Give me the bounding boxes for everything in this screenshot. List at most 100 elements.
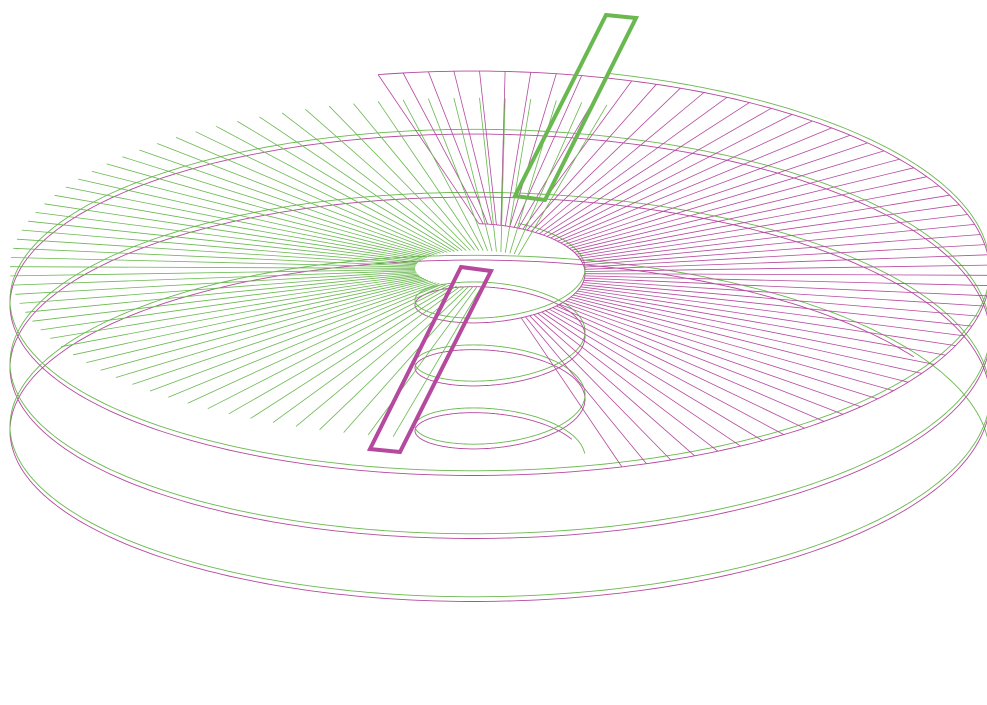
green-ruling	[377, 101, 480, 251]
magenta-ruling	[577, 290, 946, 356]
green-ruling	[428, 98, 488, 252]
magenta-ruling	[560, 134, 851, 244]
magenta-ruling	[535, 92, 705, 233]
magenta-ruling	[453, 71, 493, 225]
magenta-ruling	[537, 312, 719, 452]
magenta-ruling	[582, 282, 979, 317]
magenta-ruling	[565, 300, 878, 400]
green-ruling	[25, 273, 418, 313]
green-ruling	[122, 156, 435, 256]
magenta-ruling	[571, 167, 914, 251]
green-ruling	[228, 285, 454, 415]
magenta-ruling	[578, 288, 956, 346]
green-ruling	[40, 275, 421, 331]
green-ruling	[9, 266, 416, 269]
magenta-ruling	[552, 307, 805, 429]
green-rectangle	[511, 12, 640, 203]
green-ruling	[86, 279, 429, 363]
magenta-ruling	[500, 71, 506, 226]
magenta-ruling	[577, 194, 950, 257]
green-ruling	[32, 274, 419, 322]
green-ruling	[305, 108, 467, 251]
green-ruling	[187, 284, 446, 404]
green-rulings	[9, 97, 608, 437]
green-outer-helix	[9, 72, 987, 598]
green-ruling	[50, 276, 423, 339]
green-ruling	[13, 247, 416, 267]
magenta-ruling	[569, 158, 900, 249]
green-ruling	[175, 137, 444, 254]
magenta-ruling	[583, 234, 981, 266]
green-ruling	[106, 163, 432, 257]
magenta-ruling	[531, 87, 681, 232]
green-ruling	[479, 97, 497, 252]
magenta-ruling	[545, 310, 763, 441]
green-ruling	[10, 269, 416, 277]
green-ruling	[44, 203, 422, 261]
green-ruling	[259, 116, 459, 252]
green-ruling	[78, 178, 427, 258]
magenta-ruling	[479, 71, 497, 225]
helix-curves	[9, 70, 987, 602]
magenta-ruling	[570, 296, 909, 383]
green-ruling	[453, 97, 493, 252]
magenta-ruling	[529, 315, 672, 461]
magenta-ruling	[584, 264, 987, 272]
magenta-ruling	[584, 273, 987, 276]
magenta-ruling	[574, 176, 927, 253]
green-ruling	[15, 271, 416, 295]
magenta-ruling	[526, 84, 657, 231]
green-ruling	[149, 283, 440, 392]
green-ruling	[61, 277, 424, 348]
magenta-ruling	[566, 150, 885, 247]
green-ruling	[500, 98, 506, 253]
green-ruling	[19, 272, 417, 304]
magenta-ruling	[582, 224, 975, 264]
green-ruling	[195, 131, 448, 253]
green-ruling	[281, 112, 463, 252]
green-ruling	[16, 238, 417, 266]
green-ruling	[328, 105, 471, 251]
magenta-outer-helix	[9, 70, 987, 602]
green-ruling	[216, 125, 451, 253]
magenta-ruling	[584, 254, 987, 270]
green-ruling	[250, 285, 457, 419]
green-ruling	[402, 99, 484, 251]
green-ruling	[28, 220, 419, 263]
magenta-ruling	[581, 214, 968, 261]
magenta-ruling	[550, 114, 793, 239]
magenta-ruling	[549, 308, 784, 435]
magenta-ruling	[377, 74, 480, 224]
magenta-ruling	[559, 303, 843, 415]
green-ruling	[518, 104, 608, 256]
magenta-ruling	[546, 107, 772, 237]
magenta-ruling	[563, 142, 868, 246]
green-ruling	[207, 284, 450, 410]
magenta-ruling	[533, 314, 695, 457]
green-ruling	[54, 194, 423, 260]
magenta-ruling	[584, 277, 987, 297]
magenta-ruling	[583, 279, 984, 307]
magenta-ruling	[575, 292, 935, 365]
green-ruling	[513, 102, 583, 255]
magenta-ruling	[573, 294, 922, 374]
green-ruling	[12, 270, 416, 286]
magenta-rectangle	[366, 264, 495, 455]
green-ruling	[35, 212, 420, 262]
magenta-ruling	[543, 102, 750, 236]
magenta-ruling	[568, 298, 894, 392]
magenta-ruling	[584, 275, 987, 286]
green-ruling	[21, 229, 418, 265]
magenta-ruling	[580, 286, 965, 337]
magenta-ruling	[579, 204, 960, 259]
magenta-ruling	[520, 317, 623, 468]
magenta-ruling	[539, 96, 728, 235]
green-ruling	[272, 285, 461, 423]
magenta-ruling	[525, 316, 647, 464]
magenta-ruling	[576, 185, 939, 255]
magenta-ruling	[428, 71, 488, 225]
green-ruling	[353, 103, 475, 251]
magenta-ruling	[509, 73, 557, 227]
